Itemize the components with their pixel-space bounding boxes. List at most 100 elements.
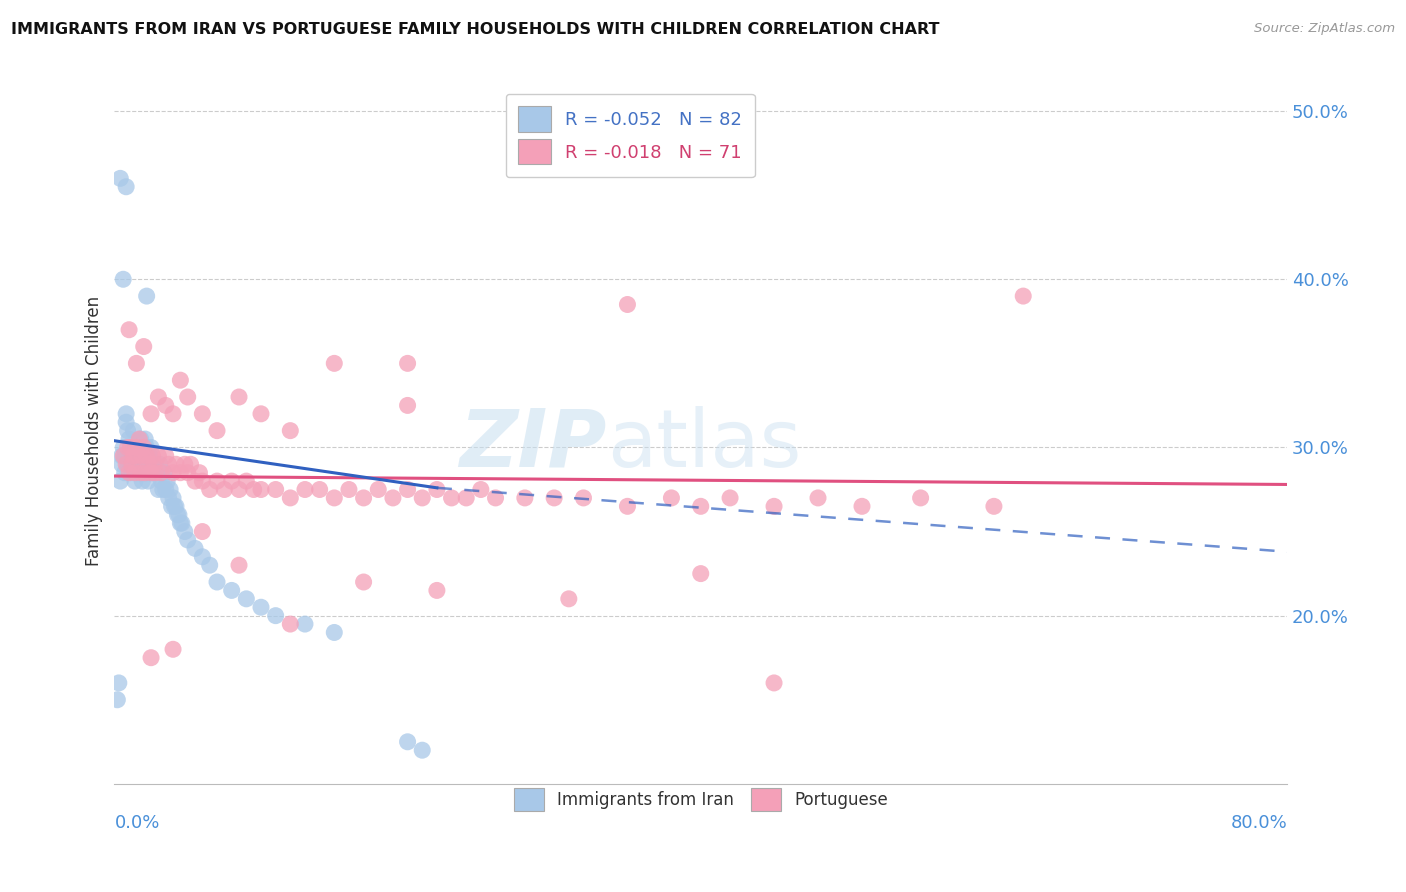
Point (572, 491, 595, 505)
Point (131, 474, 153, 488)
Point (294, 617, 316, 632)
Point (910, 491, 932, 505)
Point (353, 491, 375, 505)
Point (132, 449, 155, 463)
Point (110, 171, 132, 186)
Point (148, 483, 170, 497)
Y-axis label: Family Households with Children: Family Households with Children (86, 295, 103, 566)
Point (166, 508, 188, 522)
Point (278, 491, 301, 505)
Point (112, 272, 135, 286)
Point (132, 466, 155, 480)
Point (484, 491, 506, 505)
Point (198, 558, 221, 573)
Point (139, 466, 162, 480)
Point (124, 466, 146, 480)
Point (426, 583, 449, 598)
Point (112, 441, 135, 455)
Point (120, 441, 142, 455)
Point (120, 441, 142, 455)
Point (118, 323, 141, 337)
Point (132, 340, 155, 354)
Point (153, 466, 176, 480)
Point (162, 642, 184, 657)
Point (150, 474, 173, 488)
Point (173, 457, 195, 471)
Point (125, 441, 148, 455)
Point (323, 491, 346, 505)
Point (135, 466, 157, 480)
Point (1012, 289, 1035, 303)
Point (440, 491, 463, 505)
Point (180, 457, 202, 471)
Point (143, 466, 166, 480)
Point (118, 466, 141, 480)
Point (148, 390, 170, 404)
Point (228, 390, 250, 404)
Point (114, 466, 136, 480)
Point (155, 398, 177, 412)
Point (718, 491, 741, 505)
Point (228, 558, 250, 573)
Point (167, 508, 190, 522)
Point (121, 457, 143, 471)
Point (661, 491, 683, 505)
Point (278, 424, 301, 438)
Point (221, 583, 243, 598)
Point (131, 449, 153, 463)
Point (135, 289, 157, 303)
Point (337, 483, 360, 497)
Point (129, 466, 152, 480)
Point (134, 449, 156, 463)
Text: 0.0%: 0.0% (114, 814, 160, 832)
Point (141, 449, 163, 463)
Point (851, 500, 873, 514)
Point (128, 457, 150, 471)
Text: atlas: atlas (607, 406, 801, 483)
Point (127, 466, 149, 480)
Point (169, 516, 191, 530)
Point (689, 500, 711, 514)
Point (162, 491, 184, 505)
Point (157, 457, 180, 471)
Point (205, 574, 228, 589)
Point (294, 483, 316, 497)
Text: ZIP: ZIP (460, 406, 607, 483)
Point (426, 483, 449, 497)
Point (136, 449, 159, 463)
Point (122, 424, 145, 438)
Point (145, 466, 167, 480)
Point (250, 407, 273, 421)
Point (114, 449, 136, 463)
Text: IMMIGRANTS FROM IRAN VS PORTUGUESE FAMILY HOUSEHOLDS WITH CHILDREN CORRELATION C: IMMIGRANTS FROM IRAN VS PORTUGUESE FAMIL… (11, 22, 939, 37)
Point (198, 483, 221, 497)
Point (145, 457, 167, 471)
Point (411, 743, 433, 757)
Point (616, 297, 638, 311)
Point (191, 474, 214, 488)
Point (146, 466, 169, 480)
Point (115, 179, 138, 194)
Point (278, 617, 301, 632)
Point (155, 483, 177, 497)
Point (132, 441, 155, 455)
Point (513, 491, 536, 505)
Point (135, 441, 157, 455)
Point (134, 466, 156, 480)
Point (323, 625, 346, 640)
Point (134, 432, 156, 446)
Point (162, 407, 184, 421)
Point (139, 466, 162, 480)
Point (127, 449, 149, 463)
Point (396, 483, 419, 497)
Point (125, 441, 148, 455)
Point (159, 483, 181, 497)
Point (120, 457, 142, 471)
Point (353, 574, 375, 589)
Point (139, 407, 162, 421)
Point (136, 474, 159, 488)
Point (138, 449, 160, 463)
Point (191, 549, 214, 564)
Point (163, 500, 186, 514)
Point (543, 491, 565, 505)
